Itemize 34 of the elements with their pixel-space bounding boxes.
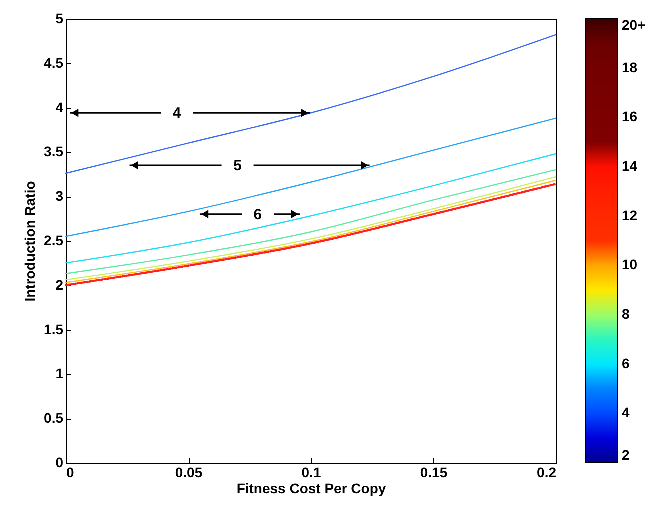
x-axis-title: Fitness Cost Per Copy bbox=[236, 480, 386, 496]
x-tick-label: 0 bbox=[66, 464, 74, 480]
y-tick-label: 2 bbox=[56, 276, 64, 293]
color-bar-label: 6 bbox=[622, 355, 630, 372]
annotation: 4 bbox=[172, 105, 182, 122]
annotation: 6 bbox=[254, 206, 262, 224]
y-tick-label: 3 bbox=[56, 188, 64, 204]
y-tick-label: 4.5 bbox=[44, 54, 64, 71]
y-tick-label: 3.5 bbox=[44, 144, 64, 160]
color-bar-label: 18 bbox=[622, 59, 638, 76]
y-tick-label: 4 bbox=[56, 99, 64, 116]
x-tick-label: 0.1 bbox=[302, 464, 322, 480]
line-series bbox=[65, 118, 557, 238]
x-tick-label: 0.05 bbox=[175, 464, 203, 480]
y-tick-label: 5 bbox=[56, 10, 64, 26]
annotation: 5 bbox=[234, 158, 242, 175]
y-tick-label: 0.5 bbox=[44, 410, 64, 426]
color-bar-label: 14 bbox=[622, 158, 638, 174]
color-bar-label: 2 bbox=[622, 447, 630, 463]
y-tick-label: 0 bbox=[56, 454, 64, 470]
x-tick-label: 0.15 bbox=[420, 464, 448, 480]
color-bar-label: 10 bbox=[622, 256, 638, 273]
color-bar-label: 12 bbox=[622, 207, 638, 224]
y-tick-label: 1 bbox=[56, 366, 64, 382]
y-axis-title: Introduction Ratio bbox=[22, 181, 38, 302]
color-bar-label: 4 bbox=[622, 404, 630, 421]
color-bar-label: 16 bbox=[622, 108, 638, 125]
line-series bbox=[65, 34, 557, 174]
color-bar-label: 8 bbox=[622, 306, 630, 322]
y-tick-label: 1.5 bbox=[44, 321, 64, 338]
color-bar-label: 20+ bbox=[622, 17, 646, 33]
y-tick-label: 2.5 bbox=[44, 232, 64, 248]
x-tick-label: 0.2 bbox=[537, 464, 557, 480]
line-series bbox=[65, 153, 557, 264]
